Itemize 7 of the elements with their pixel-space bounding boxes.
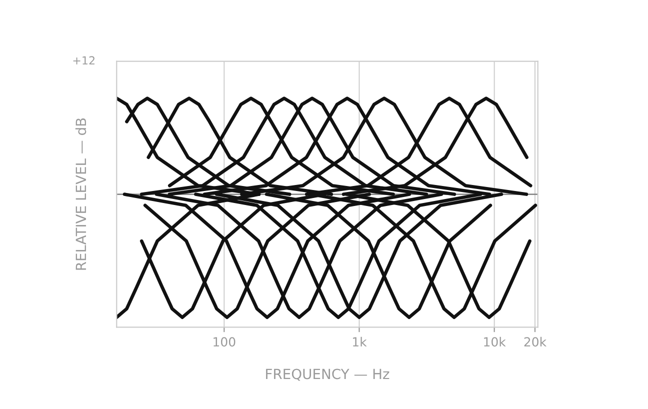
x-tick-label: 10k	[484, 336, 506, 347]
x-axis-title: FREQUENCY — Hz	[266, 368, 390, 381]
x-tick-label: 20k	[524, 336, 547, 347]
x-tick-label: 1k	[353, 336, 367, 346]
y-axis-title: RELATIVE LEVEL — dB	[75, 118, 86, 270]
text: +12	[73, 56, 94, 64]
x-tick-label: 100	[214, 337, 236, 347]
